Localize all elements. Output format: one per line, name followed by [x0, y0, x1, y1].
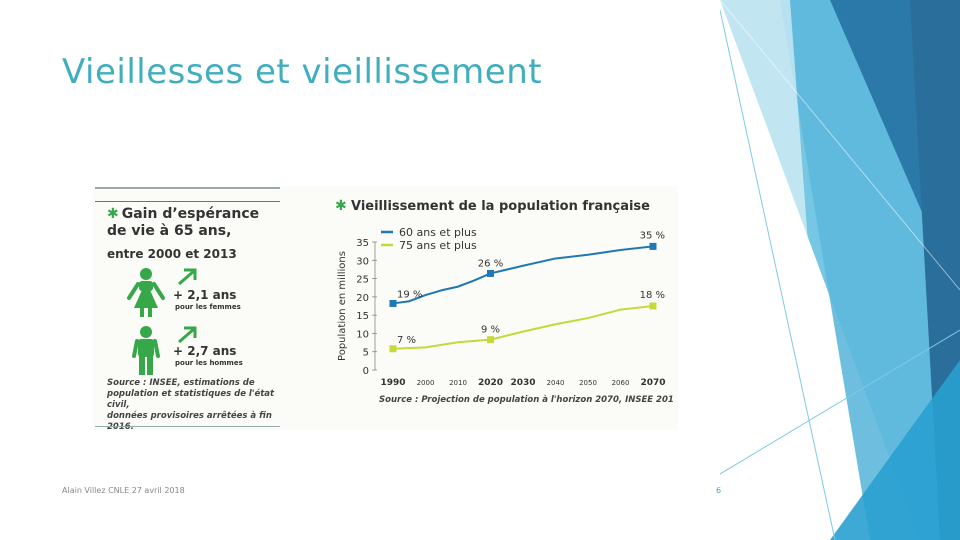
- men-label: pour les hommes: [175, 359, 243, 367]
- star-icon: ✱: [335, 198, 347, 214]
- series-line: [392, 305, 654, 350]
- chart-source: Source : Projection de population à l'ho…: [379, 395, 673, 405]
- y-tick-label: 20: [356, 293, 369, 304]
- data-point: [389, 345, 397, 353]
- panel-title: ✱ Gain d’espérance de vie à 65 ans,: [107, 206, 297, 240]
- data-point: [487, 336, 494, 344]
- footer-author: Alain Villez CNLE 27 avril 2018: [62, 486, 185, 495]
- data-label: 35 %: [640, 230, 665, 241]
- panel-title-line2: de vie à 65 ans,: [107, 223, 232, 239]
- y-tick-label: 0: [363, 366, 369, 377]
- women-gain: + 2,1 ans: [173, 288, 237, 302]
- panel-title-line1: Gain d’espérance: [121, 206, 260, 222]
- series-line: [392, 245, 654, 305]
- slide-title: Vieillesses et vieillissement: [62, 52, 543, 92]
- data-point: [649, 242, 657, 250]
- y-axis-label: Population en millions: [337, 251, 348, 361]
- x-tick-label: 1990: [380, 378, 405, 388]
- data-label: 19 %: [397, 289, 422, 300]
- source-line: données provisoires arrêtées à fin 2016.: [107, 411, 272, 432]
- x-tick-label: 2010: [449, 379, 467, 387]
- source-line: population et statistiques de l'état civ…: [107, 389, 275, 410]
- x-tick-label: 2040: [547, 379, 565, 387]
- women-label: pour les femmes: [175, 303, 241, 311]
- arrow-up-right-icon: [178, 326, 197, 344]
- y-tick-label: 25: [356, 275, 369, 286]
- legend-label: 75 ans et plus: [399, 239, 477, 252]
- y-tick-label: 10: [356, 329, 369, 340]
- woman-icon: [127, 268, 165, 317]
- source-note: Source : INSEE, estimations de populatio…: [107, 378, 293, 433]
- legend-label: 60 ans et plus: [399, 226, 477, 239]
- y-tick-label: 30: [356, 256, 369, 267]
- source-line: Source : INSEE, estimations de: [107, 378, 255, 388]
- star-icon: ✱: [107, 206, 119, 222]
- y-tick-label: 15: [356, 311, 369, 322]
- x-tick-label: 2000: [417, 379, 435, 387]
- panel-subtitle: entre 2000 et 2013: [107, 247, 237, 261]
- divider: [95, 426, 280, 427]
- divider: [95, 187, 280, 189]
- page-number: 6: [716, 486, 722, 495]
- data-label: 7 %: [397, 335, 416, 346]
- aging-line-chart: ✱ Vieillissement de la population frança…: [335, 198, 673, 405]
- arrow-up-right-icon: [178, 268, 197, 286]
- men-gain: + 2,7 ans: [173, 344, 237, 358]
- data-point: [389, 299, 397, 307]
- decorative-triangles: [720, 0, 960, 540]
- x-tick-label: 2070: [640, 378, 665, 388]
- data-label: 18 %: [640, 290, 665, 301]
- data-label: 26 %: [478, 258, 503, 269]
- man-icon: [132, 326, 160, 375]
- data-point: [649, 302, 657, 310]
- chart-title: Vieillissement de la population français…: [351, 199, 650, 214]
- x-tick-label: 2020: [478, 378, 503, 388]
- figure-image: ✱ Gain d’espérance de vie à 65 ans, entre…: [93, 186, 678, 433]
- y-tick-label: 5: [363, 348, 369, 359]
- y-tick-label: 35: [356, 238, 369, 249]
- data-point: [487, 269, 494, 277]
- x-tick-label: 2030: [510, 378, 535, 388]
- life-expectancy-panel: ✱ Gain d’espérance de vie à 65 ans, entre…: [93, 186, 293, 433]
- x-tick-label: 2060: [612, 379, 630, 387]
- data-label: 9 %: [481, 325, 500, 336]
- divider: [95, 201, 280, 202]
- x-tick-label: 2050: [579, 379, 597, 387]
